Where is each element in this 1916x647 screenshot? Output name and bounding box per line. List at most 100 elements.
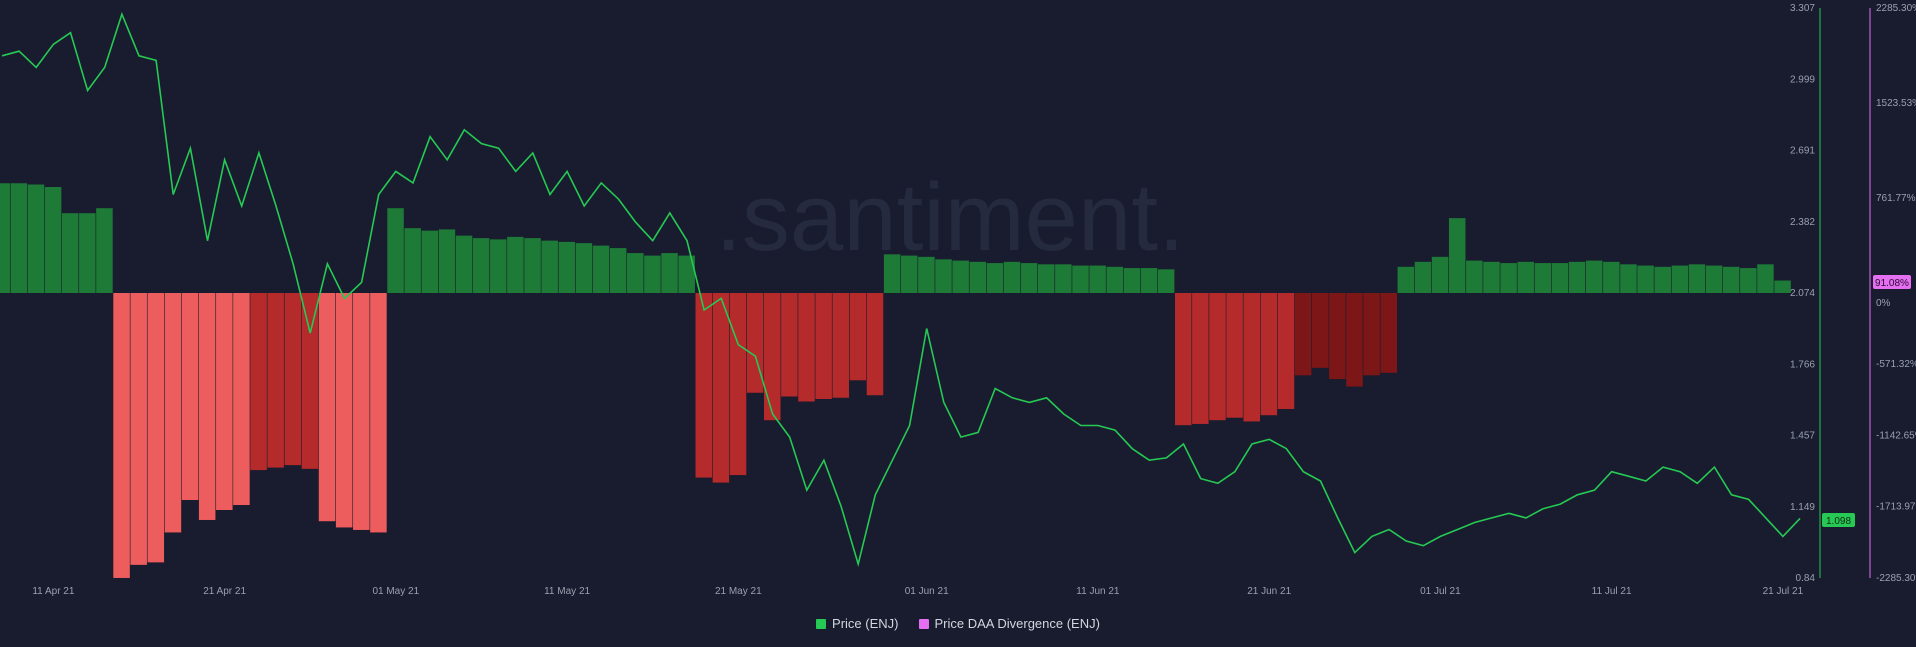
divergence-bar [438, 229, 456, 293]
divergence-bar [181, 293, 199, 501]
divergence-bar [1380, 293, 1397, 373]
divergence-bar [541, 240, 558, 293]
right-axis-tick-label: 2285.30% [1876, 3, 1916, 14]
x-axis-tick-label: 21 Jun 21 [1247, 586, 1291, 597]
divergence-bar [1140, 268, 1158, 293]
divergence-bar [901, 255, 918, 293]
divergence-bar [1294, 293, 1312, 376]
x-axis-ticks: 11 Apr 21 21 Apr 21 01 May 21 11 May 21 21 M… [32, 586, 1803, 597]
left-axis-tick-label: 2.382 [1790, 217, 1815, 228]
divergence-bar [1157, 269, 1175, 293]
divergence-bar [353, 293, 370, 530]
divergence-bar [198, 293, 216, 520]
divergence-bar [592, 245, 610, 293]
x-axis-tick-label: 11 May 21 [544, 586, 590, 597]
right-axis-tick-label: -1142.65% [1876, 431, 1916, 442]
divergence-bar [1174, 293, 1192, 426]
right-axis-ticks: 2285.30% 1523.53% 761.77% 0% -571.32% -1142.6… [1876, 3, 1916, 584]
legend-swatch-price [816, 618, 827, 629]
divergence-bar [1397, 266, 1415, 293]
divergence-bar [1603, 261, 1620, 293]
left-axis-ticks: 3.307 2.999 2.691 2.382 2.074 1.766 1.457 1.149… [1790, 3, 1815, 584]
last-divergence-label: 91.08% [1875, 278, 1909, 289]
divergence-bar [404, 228, 421, 293]
divergence-bar [44, 187, 62, 293]
divergence-bar [1089, 265, 1106, 293]
legend-label-divergence: Price DAA Divergence (ENJ) [934, 616, 1100, 631]
divergence-bar [1448, 218, 1466, 293]
divergence-bar [1277, 293, 1295, 409]
divergence-bar [1003, 261, 1021, 293]
x-axis-tick-label: 01 Jun 21 [905, 586, 949, 597]
divergence-bar [490, 239, 507, 293]
divergence-bar [147, 293, 165, 563]
divergence-bar [113, 293, 130, 578]
legend-item-divergence[interactable]: Price DAA Divergence (ENJ) [918, 616, 1100, 631]
x-axis-tick-label: 01 Jul 21 [1420, 586, 1461, 597]
divergence-bar [1414, 261, 1432, 293]
divergence-bar [849, 293, 867, 381]
divergence-bar [284, 293, 302, 466]
divergence-bar [644, 255, 661, 293]
divergence-bar [1585, 260, 1603, 293]
divergence-bar [1363, 293, 1380, 376]
left-axis-tick-label: 1.149 [1790, 502, 1815, 513]
divergence-bar [1654, 266, 1671, 293]
price-line [1, 11, 1801, 568]
divergence-bar [866, 293, 884, 396]
divergence-bar [1072, 265, 1089, 293]
left-axis-tick-label: 1.766 [1790, 359, 1815, 370]
divergence-bar [79, 213, 96, 293]
legend-item-price[interactable]: Price (ENJ) [816, 616, 899, 631]
divergence-bar [1534, 263, 1552, 293]
divergence-bar [678, 255, 695, 293]
divergence-bar [1192, 293, 1209, 424]
divergence-bar [627, 253, 644, 293]
divergence-bar [96, 208, 113, 293]
divergence-bar [558, 241, 576, 293]
left-axis-tick-label: 3.307 [1790, 3, 1815, 14]
divergence-bar [455, 235, 473, 293]
x-axis-tick-label: 21 Apr 21 [203, 586, 246, 597]
divergence-bar [1329, 293, 1346, 380]
last-price-label: 1.098 [1826, 516, 1851, 527]
divergence-bar [318, 293, 336, 522]
right-axis-tick-label: 1523.53% [1876, 98, 1916, 109]
divergence-bar [815, 293, 832, 399]
divergence-bar [1637, 265, 1654, 293]
left-axis-tick-label: 2.999 [1790, 74, 1815, 85]
right-axis-tick-label: 761.77% [1876, 193, 1916, 204]
x-axis-tick-label: 21 Jul 21 [1763, 586, 1804, 597]
divergence-bar [1020, 263, 1038, 293]
x-axis-tick-label: 21 May 21 [715, 586, 762, 597]
divergence-bar [164, 293, 182, 533]
divergence-bar [1431, 256, 1449, 293]
divergence-bar [1346, 293, 1363, 387]
left-axis-tick-label: 1.457 [1790, 431, 1815, 442]
divergence-bar [986, 263, 1004, 293]
right-axis-tick-label: 0% [1876, 298, 1891, 309]
divergence-bar [267, 293, 284, 468]
divergence-bar [661, 253, 678, 293]
divergence-bar [1055, 264, 1072, 293]
divergence-bar [1226, 293, 1243, 418]
divergence-bar [952, 260, 969, 293]
divergence-bar [1688, 264, 1706, 293]
divergence-bar [781, 293, 798, 397]
divergence-bar [1466, 260, 1483, 293]
divergence-bar [883, 254, 901, 293]
divergence-bar [0, 183, 10, 293]
divergence-bar [1568, 261, 1586, 293]
x-axis-tick-label: 01 May 21 [372, 586, 419, 597]
divergence-bar [969, 261, 987, 293]
divergence-bar [1774, 280, 1791, 293]
divergence-bar [798, 293, 815, 402]
last-price-badge: 1.098 [1822, 513, 1855, 527]
divergence-bar [250, 293, 267, 471]
divergence-bar [301, 293, 319, 469]
watermark: .santiment. [715, 164, 1185, 271]
divergence-bar [1483, 261, 1500, 293]
divergence-bar [764, 293, 781, 421]
divergence-bar [1722, 266, 1740, 293]
